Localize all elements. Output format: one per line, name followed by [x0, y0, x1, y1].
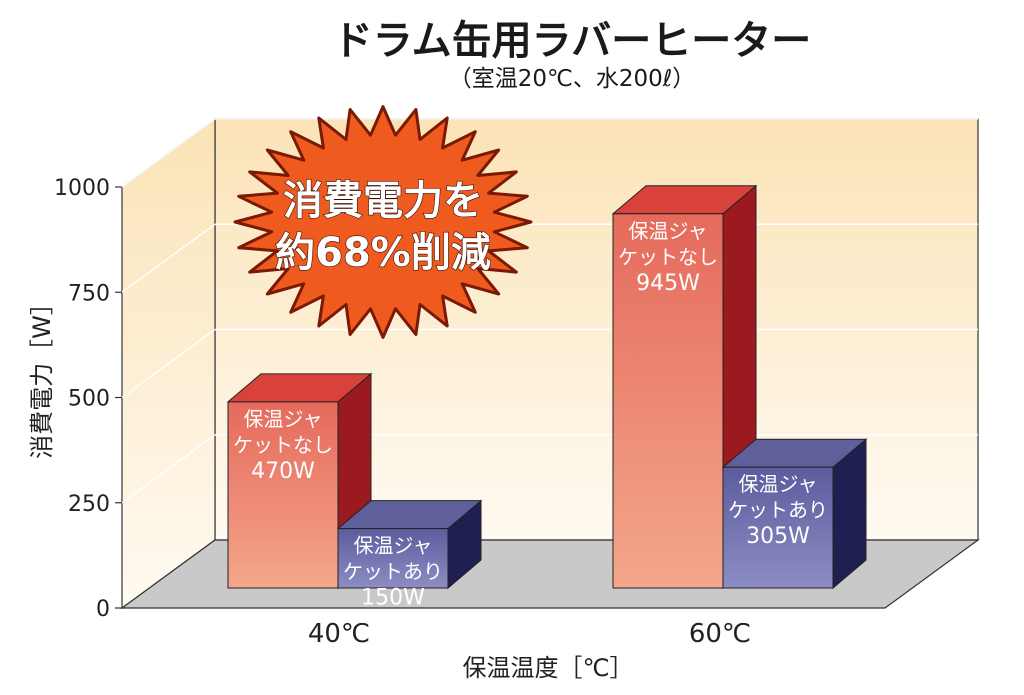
bar-data-label: 保温ジャ: [629, 219, 708, 243]
chart-subtitle: （室温20℃、水200ℓ）: [449, 66, 696, 92]
y-axis-ticks: 0 250 500 750 1000: [54, 176, 122, 622]
burst-text: 約68%削減: [275, 230, 491, 276]
burst-shape: [233, 105, 533, 339]
x-category-label: 40℃: [308, 619, 370, 649]
bar-data-label: 150W: [361, 586, 425, 611]
bar-front: [337, 528, 449, 589]
bar-front: [227, 401, 339, 589]
gridline-diagonal: [121, 118, 216, 188]
bar-data-label: 保温ジャ: [244, 407, 323, 431]
y-tick-label: 500: [68, 387, 110, 412]
bar-data-label: 保温ジャ: [354, 534, 433, 558]
bar-data-label: ケットなし: [618, 245, 718, 269]
bar-data-label: 470W: [251, 459, 315, 484]
bar-data-label: 保温ジャ: [739, 472, 818, 496]
x-category-label: 60℃: [689, 619, 751, 649]
y-tick-label: 1000: [54, 176, 110, 201]
chart-title: ドラム缶用ラバーヒーター: [333, 18, 811, 64]
gridline-diagonal: [121, 223, 216, 293]
y-tick-label: 0: [96, 597, 110, 622]
bar-data-label: ケットあり: [728, 498, 828, 522]
burst-text: 消費電力を: [283, 178, 483, 224]
bars: 保温ジャケットなし470W保温ジャケットあり150W保温ジャケットなし945W保…: [226, 184, 868, 611]
bar-data-label: 945W: [636, 271, 700, 296]
y-tick-label: 250: [68, 492, 110, 517]
bar-data-label: 305W: [746, 524, 810, 549]
gridline-diagonal: [121, 434, 216, 504]
x-axis-label: 保温温度［℃］: [463, 654, 634, 682]
gridline-diagonal: [121, 328, 216, 399]
bar-data-label: ケットあり: [343, 560, 443, 584]
y-tick-label: 750: [68, 281, 110, 306]
bar-data-label: ケットなし: [233, 433, 333, 457]
bar-front: [722, 466, 834, 589]
bar-front: [612, 213, 724, 589]
x-axis-categories: 40℃ 60℃: [308, 619, 751, 649]
y-axis-label: 消費電力［W］: [28, 291, 56, 459]
